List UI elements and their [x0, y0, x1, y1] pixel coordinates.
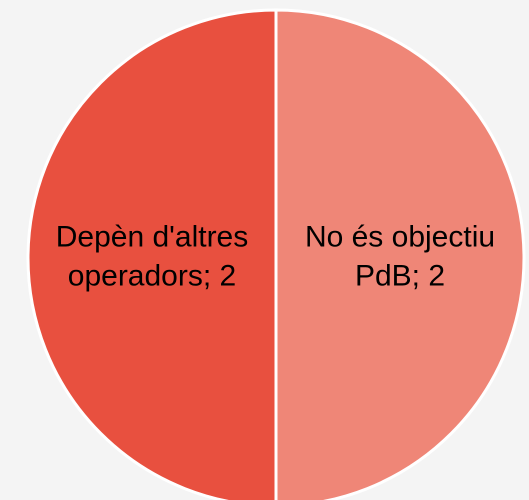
- pie-slice: [274, 8, 526, 500]
- label-line: operadors; 2: [68, 259, 236, 292]
- label-line: No és objectiu: [305, 220, 495, 253]
- label-line: PdB; 2: [355, 259, 445, 292]
- label-line: Depèn d'altres: [56, 220, 249, 253]
- data-label: Depèn d'altres operadors; 2: [56, 220, 249, 292]
- data-label: No és objectiu PdB; 2: [305, 220, 495, 292]
- pie-slice: [26, 8, 278, 500]
